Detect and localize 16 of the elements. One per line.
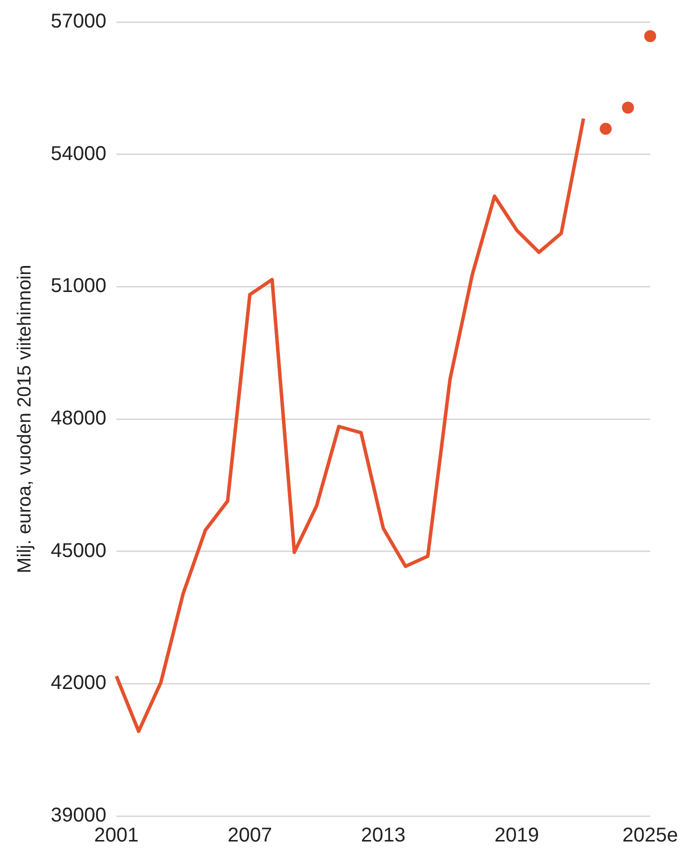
point <box>622 102 634 114</box>
x-tick-label: 2007 <box>228 824 272 847</box>
y-tick-label: 54000 <box>50 142 106 165</box>
y-tick-label: 42000 <box>50 672 106 694</box>
x-tick-label: 2025e <box>622 824 678 847</box>
x-tick-label: 2019 <box>494 824 539 847</box>
x-tick-label: 2001 <box>94 824 139 847</box>
point <box>644 30 656 42</box>
y-tick-label: 51000 <box>50 275 106 298</box>
y-tick-label: 48000 <box>50 408 106 430</box>
y-axis-title: Milj. euroa, vuoden 2015 viitehinnoin <box>14 264 36 574</box>
y-tick-label: 39000 <box>50 804 106 827</box>
y-tick-label: 45000 <box>50 540 106 562</box>
point <box>600 122 612 135</box>
y-tick-label: 57000 <box>50 10 106 33</box>
x-tick-label: 2013 <box>361 824 406 847</box>
